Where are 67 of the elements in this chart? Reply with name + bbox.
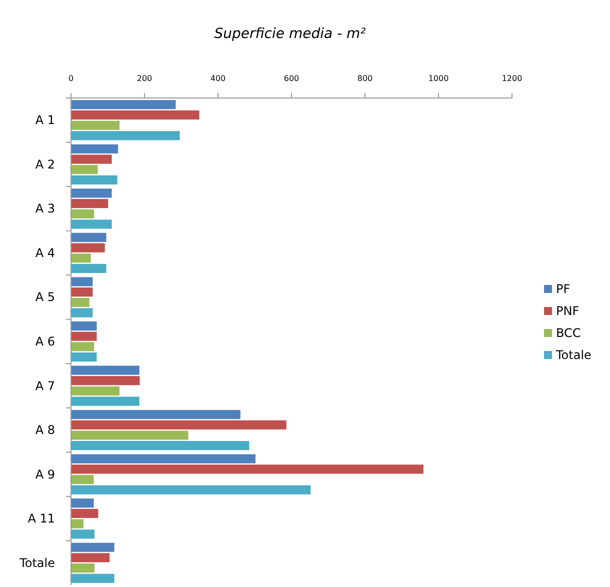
bar: [71, 154, 112, 164]
legend-label: BCC: [556, 326, 581, 340]
x-tick-label: 200: [136, 74, 152, 83]
bar: [71, 332, 97, 341]
x-tick-label: 800: [357, 74, 373, 83]
y-tick-label: A 1: [35, 113, 55, 128]
bar: [71, 519, 84, 528]
bar: [71, 209, 94, 218]
bar: [71, 243, 105, 252]
bar: [71, 563, 95, 573]
bar: [71, 131, 180, 140]
legend-label: Totale: [555, 348, 592, 362]
bar: [71, 474, 94, 484]
bar: [71, 288, 93, 297]
x-tick-label: 1000: [428, 74, 449, 83]
y-tick-label: A 11: [28, 512, 55, 526]
x-tick-label: 0: [68, 74, 74, 83]
bar: [71, 110, 200, 120]
bar: [71, 188, 112, 198]
bar: [71, 508, 98, 518]
bar: [71, 264, 106, 274]
bar: [71, 232, 106, 242]
bar: [71, 308, 93, 318]
bar: [71, 464, 424, 474]
bar: [71, 366, 140, 375]
bar: [71, 485, 311, 494]
legend-label: PF: [556, 282, 570, 296]
y-tick-label: Totale: [18, 556, 55, 570]
bar: [71, 530, 95, 539]
y-tick-label: A 2: [35, 157, 55, 172]
bar: [71, 352, 97, 362]
bar: [71, 298, 90, 307]
bar: [71, 175, 118, 184]
bar: [71, 144, 118, 154]
bar: [71, 386, 120, 396]
bar: [71, 574, 114, 583]
bar: [71, 165, 98, 174]
bar: [71, 220, 112, 229]
y-tick-label: A 3: [35, 202, 55, 216]
bar: [71, 430, 188, 440]
bar: [71, 277, 93, 286]
y-tick-label: A 4: [35, 246, 55, 260]
y-tick-label: A 7: [35, 378, 55, 393]
bar: [71, 321, 97, 331]
bar: [71, 100, 176, 110]
bar: [71, 553, 110, 562]
bar: [71, 254, 91, 263]
bar: [71, 342, 94, 352]
x-tick-label: 600: [284, 74, 300, 83]
x-tick-label: 1200: [502, 74, 522, 83]
bar: [71, 396, 140, 406]
bar: [71, 498, 94, 508]
y-tick-label: A 6: [35, 334, 55, 348]
bar: [71, 420, 286, 430]
chart-title: Superficie media - m²: [214, 26, 366, 42]
y-tick-label: A 5: [35, 290, 55, 304]
bar: [71, 376, 140, 386]
bar: [71, 542, 114, 552]
bar: [71, 120, 120, 130]
bar: [71, 410, 240, 420]
bar: [71, 441, 250, 450]
bar: [71, 454, 256, 464]
legend-label: PNF: [556, 304, 580, 318]
y-tick-label: A 8: [35, 423, 55, 438]
y-tick-label: A 9: [35, 467, 55, 482]
x-tick-label: 400: [210, 74, 226, 83]
bar: [71, 198, 108, 208]
